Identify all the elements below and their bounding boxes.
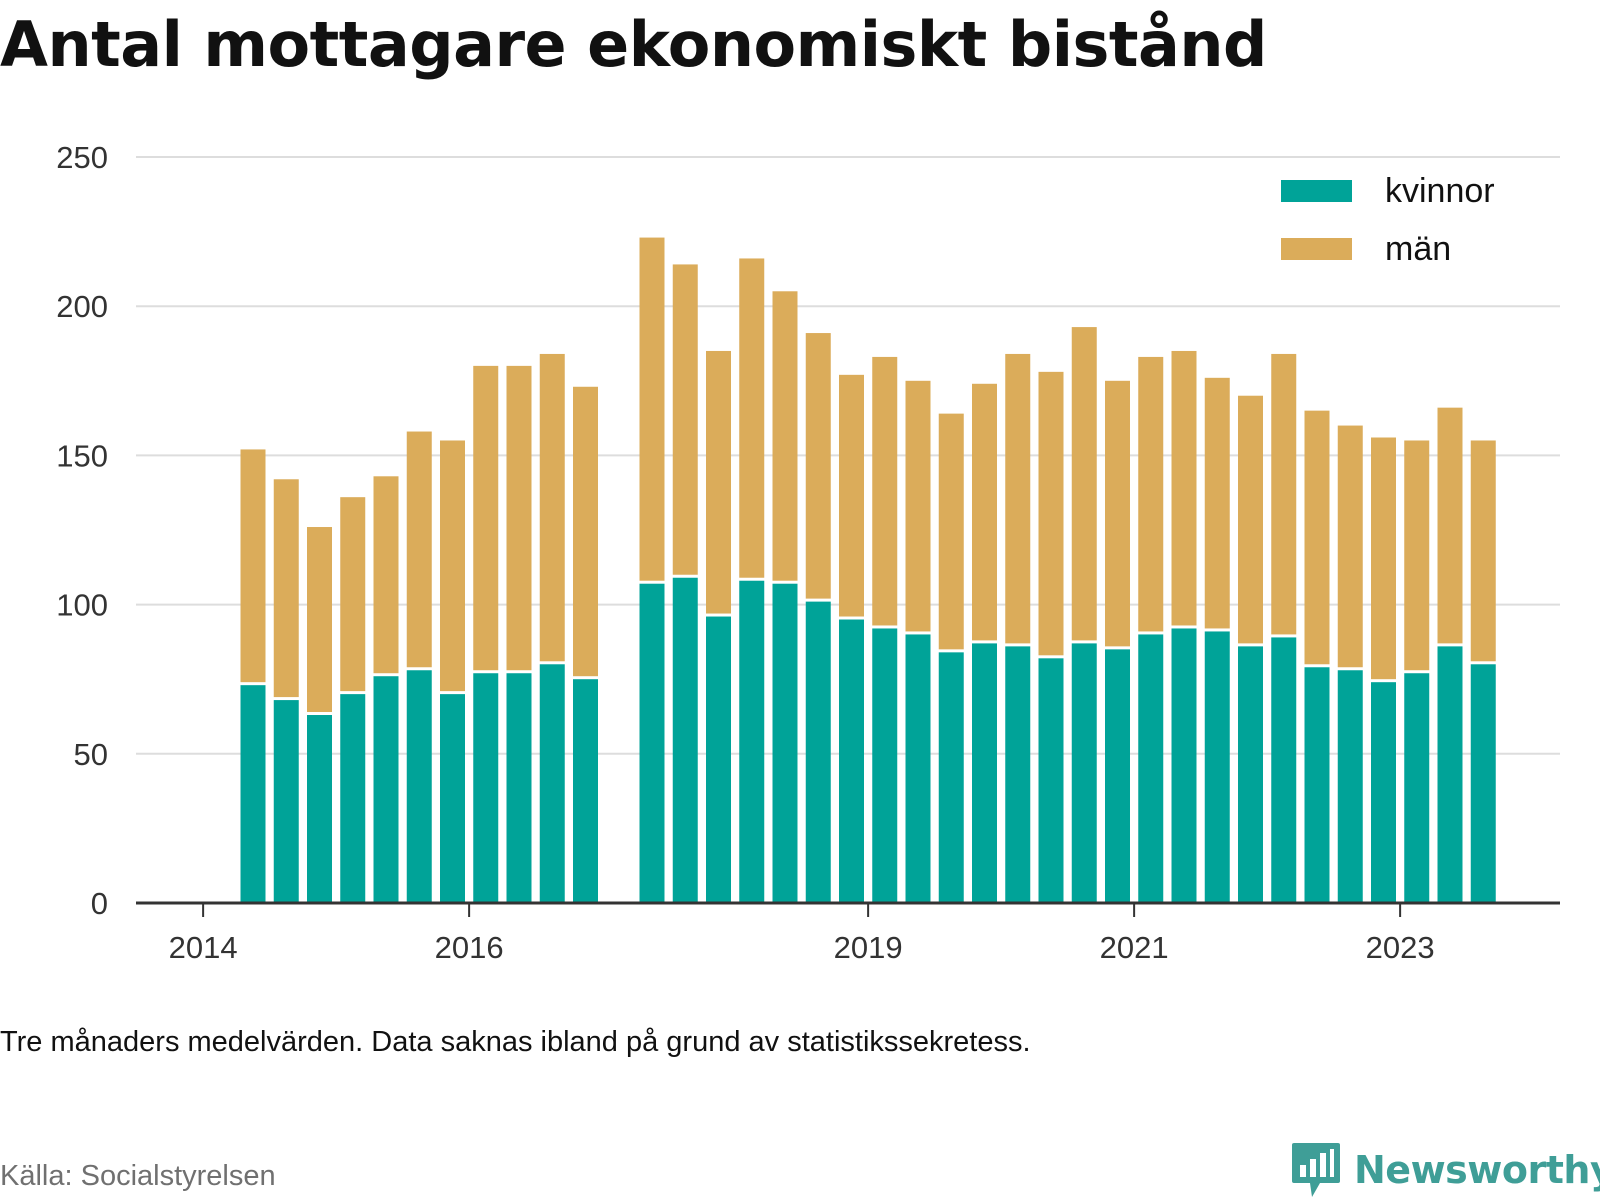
bar-man — [1371, 437, 1396, 680]
bar-kvinnor — [872, 628, 898, 903]
bar-kvinnor — [1271, 637, 1297, 903]
bar-man — [1271, 353, 1297, 635]
bar-kvinnor — [373, 676, 399, 903]
x-tick-label: 2021 — [1100, 930, 1169, 965]
bar-kvinnor — [539, 664, 565, 903]
x-tick-label: 2019 — [834, 930, 903, 965]
bar-man — [1437, 407, 1463, 644]
bar-kvinnor — [639, 583, 665, 903]
bar-kvinnor — [972, 643, 997, 903]
bar-man — [772, 291, 798, 581]
bar-man — [373, 476, 399, 674]
bar-man — [1337, 425, 1363, 668]
bar-kvinnor — [273, 700, 299, 903]
axes: 2014 2016 2019 2021 2023 — [136, 901, 1560, 965]
bar-man — [1038, 371, 1064, 656]
bar-kvinnor — [706, 616, 731, 903]
bar-kvinnor — [1005, 646, 1031, 903]
bar-man — [307, 527, 332, 713]
bar-kvinnor — [1404, 673, 1430, 903]
x-tick-label: 2016 — [435, 930, 504, 965]
bar-kvinnor — [1105, 649, 1130, 903]
source-label: Källa: Socialstyrelsen — [0, 1160, 276, 1192]
bar-man — [972, 383, 997, 641]
bar-man — [739, 258, 765, 578]
bar-kvinnor — [1470, 664, 1496, 903]
bar-kvinnor — [739, 580, 765, 903]
bar-man — [1304, 410, 1330, 665]
bar-kvinnor — [805, 601, 831, 903]
bar-man — [905, 380, 931, 632]
bar-kvinnor — [1337, 670, 1363, 903]
bar-man — [273, 479, 299, 698]
bar-man — [506, 365, 532, 671]
bar-kvinnor — [1138, 634, 1164, 903]
newsworthy-logo-icon — [1292, 1143, 1340, 1197]
bar-man — [473, 365, 499, 671]
bar-man — [240, 449, 266, 683]
bar-kvinnor — [406, 670, 432, 903]
x-tick-label: 2014 — [169, 930, 238, 965]
brand-name: Newsworthy — [1354, 1148, 1600, 1192]
bar-man — [839, 374, 864, 617]
legend-swatch — [1281, 238, 1352, 260]
legend: kvinnor män — [1281, 172, 1495, 268]
bar-kvinnor — [1238, 646, 1263, 903]
bar-man — [573, 386, 598, 677]
bar-kvinnor — [1304, 667, 1330, 903]
bar-man — [872, 356, 898, 626]
bar-man — [340, 497, 366, 692]
bar-kvinnor — [938, 652, 964, 903]
bar-man — [1071, 327, 1097, 641]
bar-man — [672, 264, 698, 575]
bar-man — [406, 431, 432, 668]
bar-kvinnor — [1038, 658, 1064, 903]
bar-kvinnor — [1071, 643, 1097, 903]
bar-kvinnor — [672, 577, 698, 903]
bar-kvinnor — [573, 679, 598, 903]
bar-kvinnor — [440, 694, 465, 903]
bar-kvinnor — [240, 685, 266, 903]
bar-man — [639, 237, 665, 581]
bar-kvinnor — [506, 673, 532, 903]
y-tick-label: 50 — [74, 737, 108, 772]
y-tick-label: 200 — [56, 289, 108, 324]
bar-man — [805, 333, 831, 599]
bar-man — [1404, 440, 1430, 671]
bar-man — [1238, 395, 1263, 644]
bar-man — [1005, 353, 1031, 644]
y-tick-label: 100 — [56, 588, 108, 623]
bar-kvinnor — [905, 634, 931, 903]
bar-kvinnor — [1371, 682, 1396, 903]
bar-kvinnor — [340, 694, 366, 903]
y-tick-label: 150 — [56, 438, 108, 473]
bar-man — [938, 413, 964, 650]
y-tick-label: 250 — [56, 140, 108, 175]
bar-man — [1138, 356, 1164, 632]
bar-kvinnor — [839, 619, 864, 903]
chart-note: Tre månaders medelvärden. Data saknas ib… — [0, 1026, 1031, 1058]
chart-title: Antal mottagare ekonomiskt bistånd — [0, 8, 1267, 81]
bar-kvinnor — [772, 583, 798, 903]
legend-label: män — [1385, 230, 1451, 268]
bar-kvinnor — [307, 715, 332, 903]
bar-kvinnor — [473, 673, 499, 903]
bar-man — [1204, 377, 1230, 629]
bar-man — [1470, 440, 1496, 662]
bar-man — [1105, 380, 1130, 647]
y-tick-label: 0 — [91, 886, 108, 921]
bar-man — [440, 440, 465, 692]
x-tick-label: 2023 — [1366, 930, 1435, 965]
bar-kvinnor — [1204, 631, 1230, 903]
bar-man — [1171, 350, 1197, 626]
bars — [240, 237, 1496, 903]
bar-man — [706, 350, 731, 614]
newsworthy-brand[interactable]: Newsworthy — [1290, 1140, 1600, 1200]
bar-man — [539, 353, 565, 662]
bar-kvinnor — [1171, 628, 1197, 903]
stacked-bar-chart: 0 50 100 150 200 250 2014 2016 2019 2021 2023 kvi… — [56, 140, 1560, 965]
legend-swatch — [1281, 180, 1352, 202]
bar-kvinnor — [1437, 646, 1463, 903]
legend-label: kvinnor — [1385, 172, 1495, 210]
